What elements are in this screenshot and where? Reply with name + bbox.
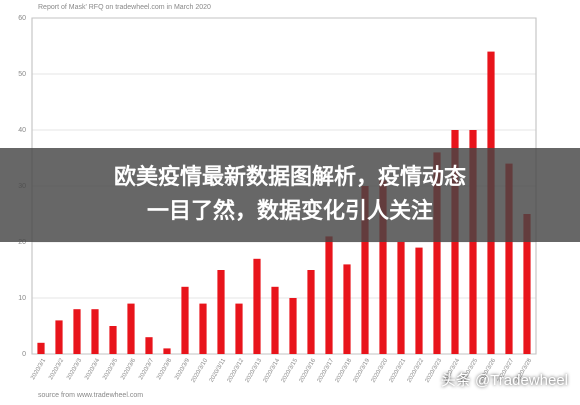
headline-banner: 欧美疫情最新数据图解析，疫情动态 一目了然，数据变化引人关注 (0, 148, 580, 242)
bar (397, 242, 405, 354)
bar (235, 303, 243, 354)
bar (253, 258, 261, 354)
x-tick-label: 2020/3/1 (30, 357, 47, 381)
x-tick-label: 2020/3/13 (245, 357, 264, 384)
bar (451, 130, 459, 354)
x-tick-label: 2020/3/5 (102, 357, 119, 381)
bar (91, 309, 99, 354)
y-tick-label: 0 (22, 351, 26, 358)
bar (181, 286, 189, 354)
headline-line: 欧美疫情最新数据图解析，疫情动态 (113, 165, 466, 190)
x-tick-label: 2020/3/15 (281, 357, 300, 384)
x-tick-label: 2020/3/4 (84, 357, 101, 381)
chart-title: Report of Mask' RFQ on tradewheel.com in… (38, 4, 211, 11)
y-tick-label: 60 (18, 15, 26, 22)
x-tick-label: 2020/3/17 (317, 357, 336, 384)
x-tick-label: 2020/3/14 (263, 357, 282, 384)
bar (379, 180, 387, 354)
x-tick-label: 2020/3/20 (371, 357, 390, 384)
bar (271, 286, 279, 354)
bar (289, 298, 297, 354)
bar (109, 326, 117, 354)
x-tick-label: 2020/3/10 (191, 357, 210, 384)
x-tick-label: 2020/3/8 (156, 357, 173, 381)
bar (505, 163, 513, 354)
x-tick-label: 2020/3/7 (138, 357, 155, 381)
bar (73, 309, 81, 354)
x-tick-label: 2020/3/11 (209, 357, 228, 383)
chart-source: source from www.tradewheel.com (38, 392, 143, 399)
bar (145, 337, 153, 354)
x-tick-label: 2020/3/6 (120, 357, 137, 381)
x-tick-label: 2020/3/12 (227, 357, 246, 384)
x-tick-label: 2020/3/9 (174, 357, 191, 381)
x-tick-label: 2020/3/19 (353, 357, 372, 384)
x-tick-label: 2020/3/22 (407, 357, 426, 384)
bar (163, 348, 171, 354)
watermark: 头条 @Tradewheel (440, 372, 568, 389)
bar (415, 247, 423, 354)
bar (433, 152, 441, 354)
bar (325, 236, 333, 354)
x-tick-label: 2020/3/18 (335, 357, 354, 384)
bar (361, 186, 369, 354)
bar (217, 270, 225, 354)
bar (55, 320, 63, 354)
y-tick-label: 10 (18, 295, 26, 302)
x-tick-label: 2020/3/2 (48, 357, 65, 381)
bar (469, 130, 477, 354)
y-tick-label: 50 (18, 71, 26, 78)
headline-line: 一目了然，数据变化引人关注 (146, 199, 433, 224)
y-tick-label: 20 (18, 239, 26, 246)
x-tick-label: 2020/3/21 (389, 357, 408, 384)
x-tick-label: 2020/3/16 (299, 357, 318, 384)
bar (127, 303, 135, 354)
bar (343, 264, 351, 354)
bar (37, 342, 45, 354)
bar (307, 270, 315, 354)
bar (199, 303, 207, 354)
y-tick-label: 40 (18, 127, 26, 134)
bar (523, 214, 531, 354)
x-tick-label: 2020/3/3 (66, 357, 83, 381)
